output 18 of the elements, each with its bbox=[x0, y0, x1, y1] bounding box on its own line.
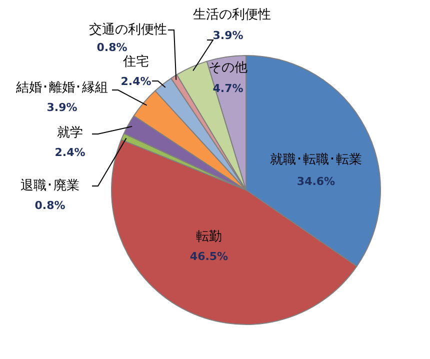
data-label: 0.8% bbox=[34, 198, 66, 212]
data-label: 0.8% bbox=[96, 40, 128, 54]
data-label: 46.5% bbox=[190, 250, 228, 263]
slice-label: 退職･廃業 bbox=[20, 178, 80, 194]
data-label: 2.4% bbox=[120, 74, 152, 88]
data-label: 4.7% bbox=[212, 82, 244, 95]
slice-label: 交通の利便性 bbox=[89, 21, 167, 38]
slice-label: 転勤 bbox=[196, 229, 222, 244]
slice-label: 生活の利便性 bbox=[193, 7, 271, 22]
slice-label: 結婚･離婚･縁組 bbox=[15, 80, 108, 96]
data-label: 3.9% bbox=[212, 28, 244, 42]
data-label: 34.6% bbox=[296, 174, 336, 188]
data-label: 3.9% bbox=[46, 100, 78, 114]
slice-label: 就学 bbox=[57, 125, 83, 140]
slice-label: その他 bbox=[208, 60, 248, 76]
slice-label: 住宅 bbox=[122, 53, 149, 70]
slice-label: 就職･転職･転業 bbox=[270, 152, 362, 168]
data-label: 2.4% bbox=[54, 146, 86, 159]
